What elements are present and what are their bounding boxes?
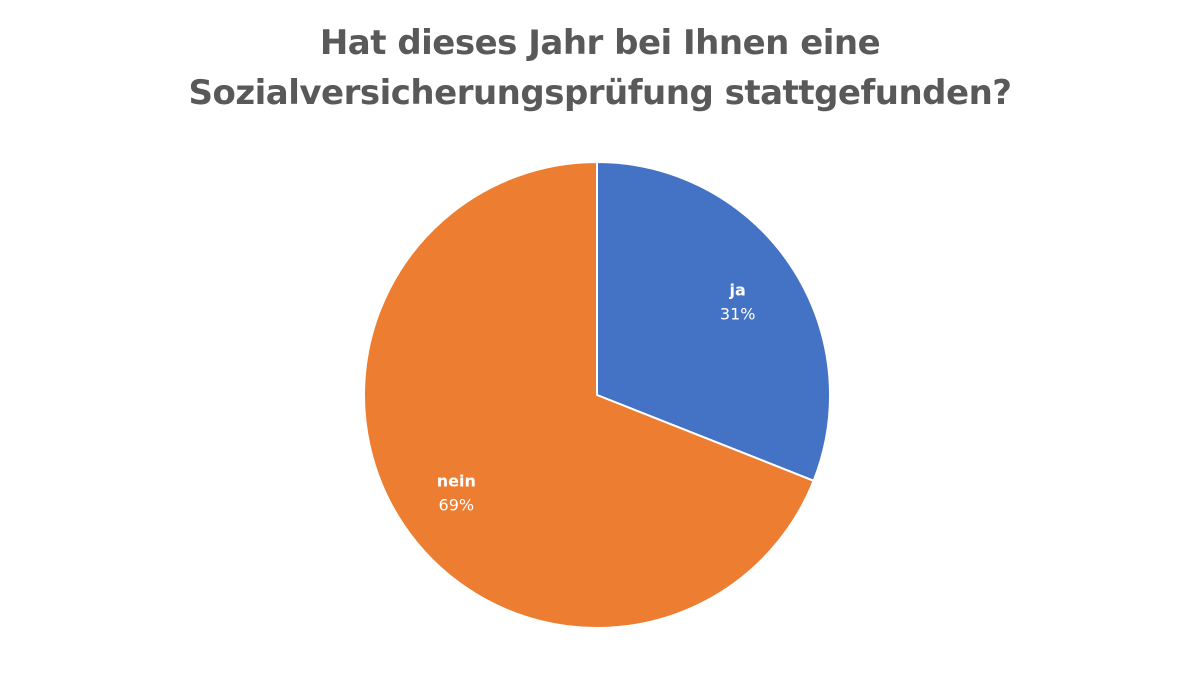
data-label-name-ja: ja	[729, 280, 746, 299]
chart-title-line-2: Sozialversicherungsprüfung stattgefunden…	[188, 73, 1013, 113]
data-label-name-nein: nein	[437, 472, 476, 491]
pie-slice-ja	[596, 161, 831, 482]
data-label-value-nein: 69%	[439, 496, 475, 515]
pie-slice-nein	[363, 161, 815, 629]
chart-title: Hat dieses Jahr bei Ihnen eine Sozialver…	[0, 18, 1200, 118]
chart-title-line-1: Hat dieses Jahr bei Ihnen eine	[319, 23, 881, 63]
data-label-value-ja: 31%	[720, 304, 756, 323]
